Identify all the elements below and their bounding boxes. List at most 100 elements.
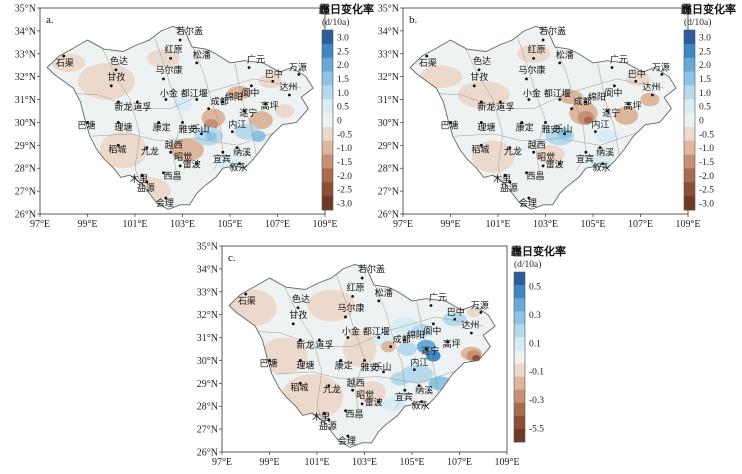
- city-label: 绵阳: [588, 91, 606, 103]
- city-label: 巴中: [628, 68, 646, 80]
- city-label: 稻城: [471, 144, 489, 155]
- y-tick-label: 35°N: [15, 4, 36, 15]
- y-tick-label: 27°N: [197, 425, 218, 436]
- x-tick-label: 97°E: [30, 219, 50, 230]
- city-label: 康定: [153, 121, 171, 133]
- city-label: 雷波: [365, 397, 383, 409]
- city-label: 雷波: [546, 159, 564, 171]
- colorbar-tick-label: -2.0: [337, 172, 352, 182]
- x-tick-label: 97°E: [212, 457, 232, 468]
- station-dot: [479, 100, 483, 104]
- station-dot: [346, 434, 350, 438]
- city-label: 理塘: [296, 359, 314, 371]
- city-label: 道孚: [315, 339, 333, 351]
- colorbar-swatch: [514, 285, 525, 299]
- city-label: 理塘: [114, 121, 132, 133]
- y-tick-label: 34°N: [378, 26, 399, 37]
- colorbar-swatch: [514, 324, 525, 338]
- station-dot: [363, 359, 366, 362]
- station-dot: [403, 388, 407, 392]
- city-label: 甘孜: [107, 71, 125, 83]
- city-label: 内江: [228, 119, 246, 131]
- city-label: 马尔康: [519, 64, 546, 76]
- colorbar-swatch: [684, 168, 695, 183]
- y-tick-label: 26°N: [378, 210, 399, 221]
- city-label: 甘孜: [289, 309, 307, 321]
- y-tick-label: 34°N: [197, 264, 218, 275]
- city-label: 道孚: [496, 101, 514, 113]
- station-dot: [145, 146, 149, 150]
- y-tick-label: 31°N: [197, 333, 218, 344]
- station-dot: [598, 146, 602, 150]
- city-label: 马尔康: [156, 64, 183, 76]
- x-tick-label: 99°E: [259, 457, 279, 468]
- station-dot: [403, 338, 407, 342]
- colorbar-swatch: [514, 272, 525, 286]
- city-label: 石渠: [238, 295, 256, 307]
- station-dot: [322, 411, 326, 415]
- station-dot: [221, 150, 225, 154]
- colorbar-unit: (d/10a): [322, 17, 349, 28]
- y-tick-label: 33°N: [378, 49, 399, 60]
- station-dot: [327, 384, 331, 388]
- city-label: 成都: [393, 334, 411, 346]
- station-dot: [627, 102, 631, 106]
- colorbar-swatch: [684, 126, 695, 142]
- city-label: 越西: [347, 377, 365, 389]
- city-label: 都江堰: [181, 89, 208, 100]
- city-label: 新龙: [477, 101, 495, 113]
- station-dot: [532, 150, 536, 154]
- colorbar-swatch: [684, 57, 695, 72]
- boundary-line: [516, 35, 546, 182]
- city-label: 稻城: [108, 144, 126, 155]
- y-tick-label: 30°N: [197, 356, 218, 367]
- station-dot: [164, 196, 168, 200]
- colorbar-title: 霾日变化率: [511, 244, 566, 258]
- city-label: 木里: [493, 173, 511, 185]
- colorbar-tick-label: 2.5: [337, 47, 349, 57]
- colorbar-tick-label: 1.0: [699, 89, 711, 99]
- colorbar-swatch: [514, 389, 525, 404]
- city-label: 雷波: [183, 159, 201, 171]
- station-dot: [498, 100, 502, 104]
- station-dot: [296, 306, 300, 310]
- station-dot: [207, 107, 211, 111]
- x-tick-label: 103°E: [533, 219, 558, 230]
- city-label: 高坪: [261, 100, 279, 112]
- station-dot: [570, 107, 574, 111]
- colorbar-tick-label: 0.5: [337, 103, 349, 113]
- x-tick-label: 109°E: [312, 219, 337, 230]
- city-label: 内江: [591, 119, 609, 131]
- x-tick-label: 105°E: [217, 219, 242, 230]
- station-dot: [135, 100, 139, 104]
- city-label: 巴塘: [260, 357, 278, 369]
- contour-patch: [381, 340, 396, 353]
- boundary-line: [58, 78, 302, 109]
- station-dot: [145, 180, 149, 184]
- y-tick-label: 34°N: [15, 26, 36, 37]
- colorbar-swatch: [684, 99, 695, 114]
- station-dot: [508, 180, 512, 184]
- city-label: 阆中: [241, 87, 259, 99]
- x-tick-label: 103°E: [352, 457, 377, 468]
- map-panel-b: 97°E 99°E 101°E 103°E 105°E 107°E 109°E 26°N 27°…: [378, 4, 701, 231]
- boundary-line: [274, 369, 460, 384]
- boundary-line: [153, 35, 183, 182]
- city-label: 若尔盖: [539, 25, 566, 37]
- city-label: 越西: [528, 139, 546, 151]
- station-dot: [327, 418, 331, 422]
- city-label: 红原: [165, 43, 183, 55]
- city-label: 会理: [519, 197, 537, 209]
- station-dot: [479, 121, 483, 124]
- map-panel-c: 97°E 99°E 101°E 103°E 105°E 107°E 109°E 26°N 27°…: [197, 242, 520, 469]
- x-tick-label: 105°E: [399, 457, 424, 468]
- station-dot: [429, 304, 433, 307]
- contour-patch: [249, 111, 273, 130]
- colorbar-swatch: [322, 71, 333, 86]
- colorbar-tick-label: 0.3: [529, 311, 541, 321]
- city-label: 乐山: [374, 361, 392, 373]
- colorbar-title: 霾日变化率: [319, 2, 374, 16]
- station-dot: [472, 84, 476, 88]
- city-label: 松潘: [193, 49, 211, 61]
